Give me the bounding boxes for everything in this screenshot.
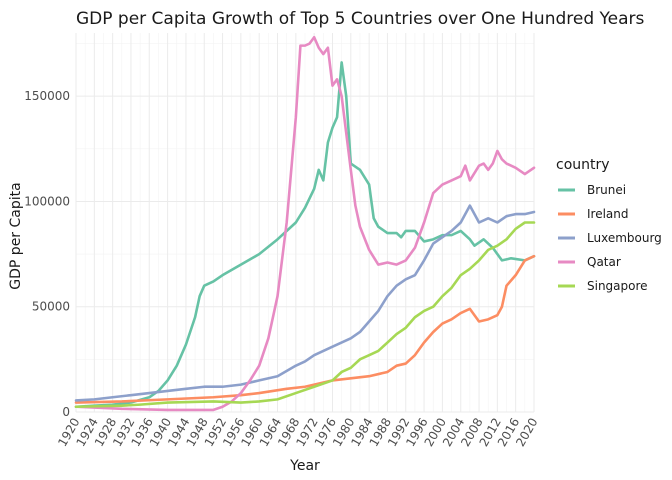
series-lines: [74, 35, 536, 412]
legend-label-singapore: Singapore: [587, 279, 648, 293]
legend-label-ireland: Ireland: [587, 207, 629, 221]
x-axis-title: Year: [289, 458, 320, 474]
chart-title: GDP per Capita Growth of Top 5 Countries…: [76, 9, 645, 29]
legend-label-qatar: Qatar: [587, 255, 621, 269]
x-axis-ticks: 1920192419281932193619401944194819521956…: [55, 416, 540, 449]
y-tick-label: 150000: [24, 89, 70, 103]
plot-grid: [75, 33, 535, 413]
y-axis-ticks: 0 50000 100000 150000: [24, 89, 70, 419]
y-tick-label: 100000: [24, 194, 70, 208]
legend: country Brunei Ireland Luxembourg Qatar Sing…: [556, 157, 662, 293]
legend-title: country: [556, 157, 610, 173]
series-line-ireland: [74, 254, 536, 404]
legend-label-brunei: Brunei: [587, 183, 626, 197]
y-tick-label: 50000: [32, 300, 70, 314]
y-tick-label: 0: [62, 405, 70, 419]
series-line-qatar: [74, 35, 536, 412]
legend-label-luxembourg: Luxembourg: [587, 231, 662, 245]
series-line-singapore: [74, 221, 536, 409]
series-line-luxembourg: [74, 204, 536, 402]
y-axis-title: GDP per Capita: [8, 182, 24, 289]
